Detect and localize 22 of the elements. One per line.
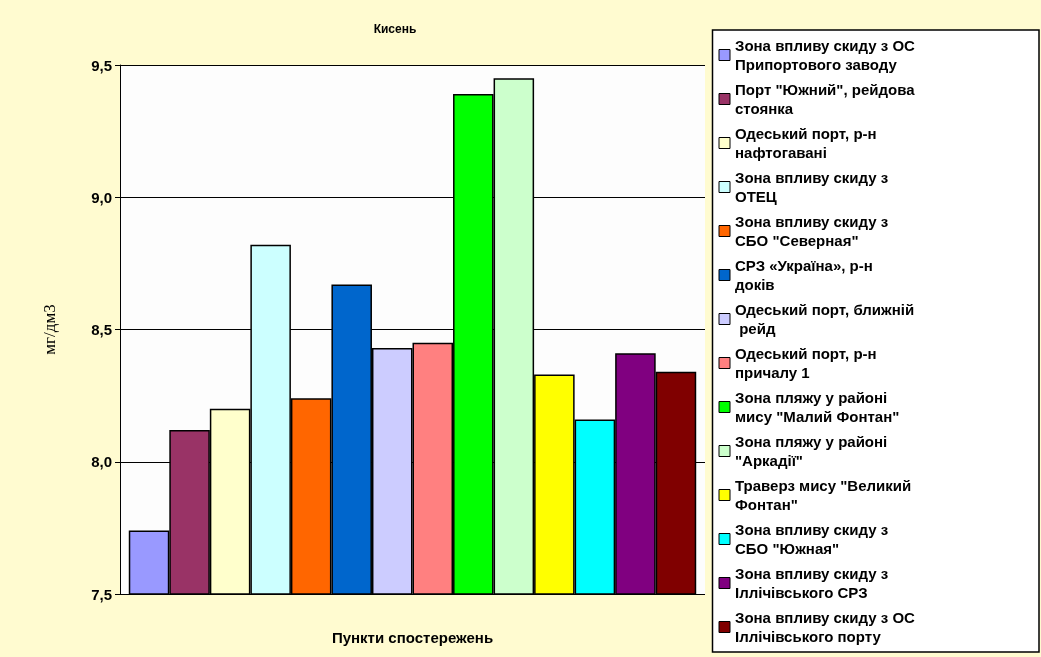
legend-label: Зона впливу скиду з Іллічівського СРЗ [735, 565, 893, 601]
y-tick-label: 9,0 [91, 188, 112, 206]
legend-label: Зона впливу скиду з ОС Іллічівського порту [735, 609, 920, 645]
legend-label: Зона впливу скиду з ОС Припортового заводу [735, 37, 920, 73]
legend-label: Одеський порт, р-н причалу 1 [735, 345, 881, 381]
legend-label: Порт "Южний", рейдова стоянка [735, 81, 919, 117]
y-axis-title: мг/дм3 [40, 304, 59, 355]
x-axis-title: Пункти спостережень [331, 629, 494, 646]
legend-label: Зона пляжу у районі "Аркадії" [735, 433, 892, 469]
legend-label: Траверз мису "Великий Фонтан" [735, 477, 916, 513]
legend-label: Одеський порт, р-н нафтогавані [735, 125, 881, 161]
legend-label: Зона пляжу у районі мису "Малий Фонтан" [735, 389, 900, 425]
y-tick-label: 7,5 [91, 585, 112, 603]
y-tick-label: 8,0 [91, 453, 112, 471]
y-tick-label: 8,5 [91, 321, 112, 338]
legend-label: СРЗ «Україна», р-н доків [735, 257, 878, 293]
legend-label: Зона впливу скиду з СБО "Южная" [735, 521, 893, 557]
legend-label: Зона впливу скиду з ОТЕЦ [735, 169, 893, 205]
legend-label: Одеський порт, ближній рейд [735, 301, 915, 337]
y-tick-label: 9,5 [91, 56, 112, 74]
legend-label: Зона впливу скиду з СБО "Северная" [735, 213, 893, 249]
chart-title: Кисень [373, 22, 417, 36]
